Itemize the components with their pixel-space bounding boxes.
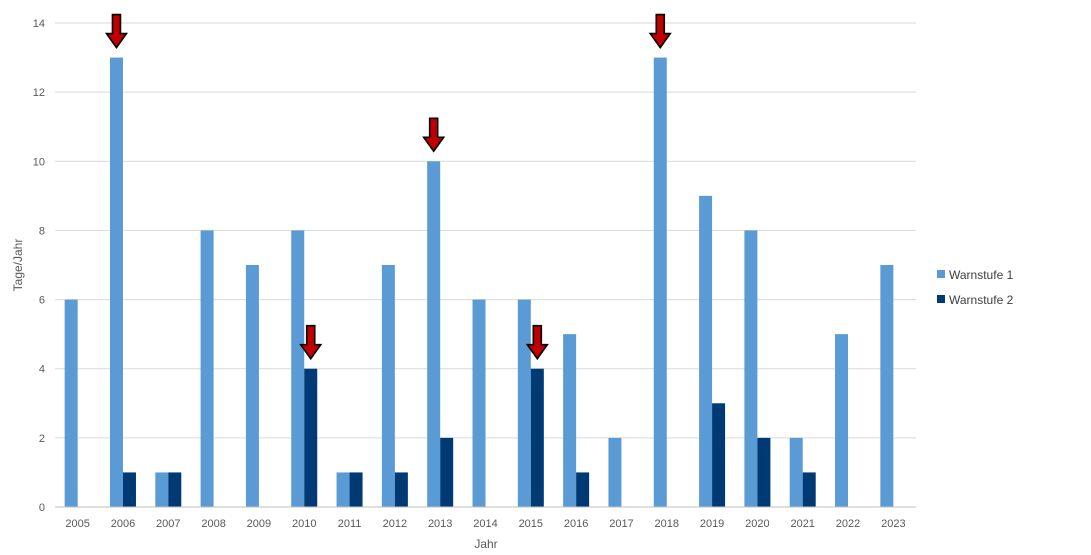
- bar-warnstufe-1-2005: [64, 299, 78, 507]
- arrow-down-icon: [299, 324, 323, 361]
- x-tick-label: 2018: [655, 518, 679, 530]
- bar-warnstufe-1-2012: [381, 265, 395, 507]
- bar-warnstufe-2-2006: [122, 472, 136, 507]
- y-tick-label: 4: [39, 364, 45, 376]
- x-tick-label: 2023: [881, 518, 905, 530]
- bar-warnstufe-1-2006: [109, 57, 123, 507]
- x-tick-labels: 2005 2006 2007 2008 2009 2010 2011 2012 2013 2014…: [65, 518, 905, 530]
- x-tick-label: 2010: [292, 518, 316, 530]
- bar-warnstufe-1-2019: [699, 195, 713, 507]
- legend-label: Warnstufe 2: [949, 293, 1014, 307]
- x-tick-label: 2019: [700, 518, 724, 530]
- legend: Warnstufe 1 Warnstufe 2: [937, 268, 1014, 307]
- y-tick-label: 0: [39, 502, 45, 514]
- bar-warnstufe-1-2015: [517, 299, 531, 507]
- bar-warnstufe-1-2014: [472, 299, 486, 507]
- bar-warnstufe-1-2009: [245, 265, 259, 507]
- bar-warnstufe-2-2012: [394, 472, 408, 507]
- bar-warnstufe-1-2010: [291, 230, 305, 507]
- annotation-arrows: [104, 13, 672, 361]
- bar-warnstufe-2-2021: [802, 472, 816, 507]
- bar-warnstufe-1-2023: [880, 265, 894, 507]
- y-tick-label: 8: [39, 225, 45, 237]
- x-tick-label: 2022: [836, 518, 860, 530]
- bar-warnstufe-1-2013: [427, 161, 441, 508]
- bar-warnstufe-2-2015: [530, 368, 544, 507]
- x-tick-label: 2008: [201, 518, 225, 530]
- bar-warnstufe-1-2016: [563, 334, 577, 507]
- y-tick-labels: 0 2 4 6 8 10 12 14: [33, 18, 45, 514]
- bar-warnstufe-2-2020: [757, 437, 771, 507]
- legend-label: Warnstufe 1: [949, 268, 1014, 282]
- bar-warnstufe-1-2011: [336, 472, 350, 507]
- arrow-down-icon: [648, 13, 672, 49]
- x-tick-label: 2005: [65, 518, 89, 530]
- arrow-down-icon: [525, 324, 549, 361]
- bar-warnstufe-2-2010: [304, 368, 318, 507]
- x-tick-label: 2020: [745, 518, 769, 530]
- bar-warnstufe-2-2007: [168, 472, 182, 507]
- y-tick-label: 10: [33, 156, 45, 168]
- bar-warnstufe-2-2016: [576, 472, 590, 507]
- x-tick-label: 2014: [473, 518, 497, 530]
- x-tick-label: 2006: [111, 518, 135, 530]
- bar-warnstufe-1-2007: [155, 472, 169, 507]
- y-axis-title: Tage/Jahr: [11, 239, 25, 292]
- bar-warnstufe-2-2013: [440, 437, 454, 507]
- x-tick-label: 2016: [564, 518, 588, 530]
- x-tick-label: 2007: [156, 518, 180, 530]
- bar-warnstufe-1-2021: [789, 437, 803, 507]
- bar-warnstufe-1-2008: [200, 230, 214, 507]
- x-tick-label: 2012: [383, 518, 407, 530]
- legend-swatch: [937, 270, 945, 278]
- legend-swatch: [937, 295, 945, 303]
- x-tick-label: 2009: [247, 518, 271, 530]
- y-tick-label: 6: [39, 295, 45, 307]
- arrow-down-icon: [104, 13, 129, 49]
- bar-warnstufe-1-2020: [744, 230, 758, 507]
- x-tick-label: 2015: [519, 518, 543, 530]
- x-tick-label: 2011: [338, 518, 362, 530]
- x-axis-title: Jahr: [474, 537, 497, 551]
- bar-warnstufe-1-2022: [835, 334, 849, 507]
- bar-warnstufe-1-2018: [653, 57, 667, 507]
- x-tick-label: 2013: [428, 518, 452, 530]
- x-tick-label: 2017: [609, 518, 633, 530]
- arrow-down-icon: [422, 117, 446, 153]
- bar-warnstufe-1-2017: [608, 437, 622, 507]
- bar-warnstufe-2-2019: [712, 403, 726, 507]
- y-tick-label: 14: [33, 18, 45, 30]
- bar-warnstufe-2-2011: [349, 472, 363, 507]
- y-tick-label: 2: [39, 433, 45, 445]
- bars: [64, 57, 894, 508]
- y-tick-label: 12: [33, 87, 45, 99]
- x-tick-label: 2021: [790, 518, 814, 530]
